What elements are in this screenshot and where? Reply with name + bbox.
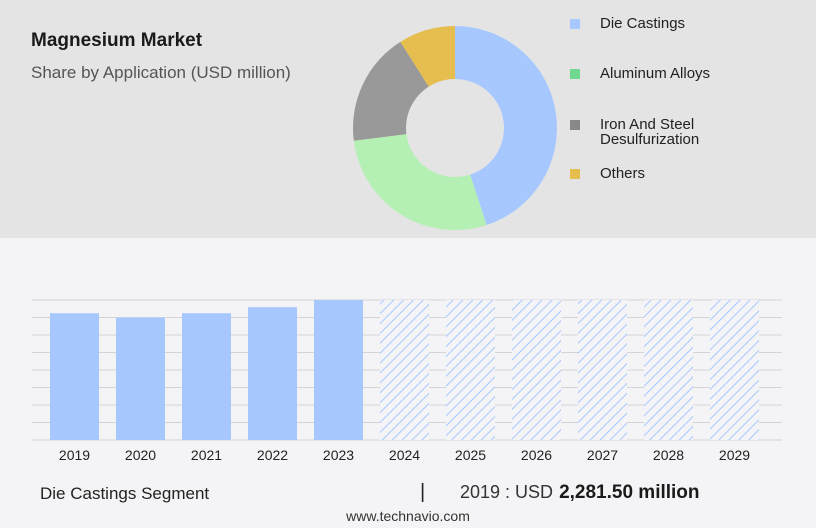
tick-label-2023: 2023 — [323, 447, 354, 463]
footer-value: 2019 : USD 2,281.50 million — [460, 482, 700, 504]
tick-label-2022: 2022 — [257, 447, 288, 463]
bar-2029 — [710, 300, 759, 440]
legend-label: Die Castings — [600, 15, 686, 32]
legend-swatch — [570, 169, 580, 179]
donut-slice-die-castings — [455, 26, 558, 226]
bar-2022 — [248, 307, 297, 440]
legend-label: Aluminum Alloys — [600, 65, 711, 82]
donut-slice-others — [400, 26, 455, 87]
footer-divider: | — [420, 481, 426, 503]
chart-title: Magnesium Market — [31, 30, 203, 51]
legend-swatch — [570, 120, 580, 130]
legend-swatch — [570, 69, 580, 79]
bar-2023 — [314, 300, 363, 440]
tick-label-2026: 2026 — [521, 447, 552, 463]
bar-chart: 2019 2020 2021 2022 2023 2024 2025 2026 2027 2028… — [32, 299, 782, 463]
donut-slice-iron-and-steel-desulfurization — [352, 41, 429, 141]
legend-label: Others — [600, 165, 646, 182]
footer-year-label: 2019 : USD — [460, 482, 554, 502]
chart-subtitle: Share by Application (USD million) — [31, 63, 291, 82]
bar-2024 — [380, 300, 429, 440]
legend-swatch — [570, 19, 580, 29]
tick-label-2025: 2025 — [455, 447, 486, 463]
bar-2027 — [578, 300, 627, 440]
bar-2025 — [446, 300, 495, 440]
donut-slice-aluminum-alloys — [353, 134, 487, 231]
tick-label-2020: 2020 — [125, 447, 156, 463]
bar-2028 — [644, 300, 693, 440]
tick-label-2019: 2019 — [59, 447, 90, 463]
tick-label-2021: 2021 — [191, 447, 222, 463]
donut-chart — [352, 26, 558, 231]
tick-label-2024: 2024 — [389, 447, 420, 463]
bar-2019 — [50, 313, 99, 440]
tick-label-2029: 2029 — [719, 447, 750, 463]
tick-label-2027: 2027 — [587, 447, 618, 463]
footer-segment-label: Die Castings Segment — [40, 484, 210, 503]
bar-2020 — [116, 317, 165, 440]
footer-source: www.technavio.com — [346, 508, 470, 524]
footer-amount: 2,281.50 million — [559, 482, 700, 503]
legend-label: Iron And Steel Desulfurization — [600, 116, 700, 148]
bar-2021 — [182, 313, 231, 440]
tick-label-2028: 2028 — [653, 447, 684, 463]
bar-2026 — [512, 300, 561, 440]
